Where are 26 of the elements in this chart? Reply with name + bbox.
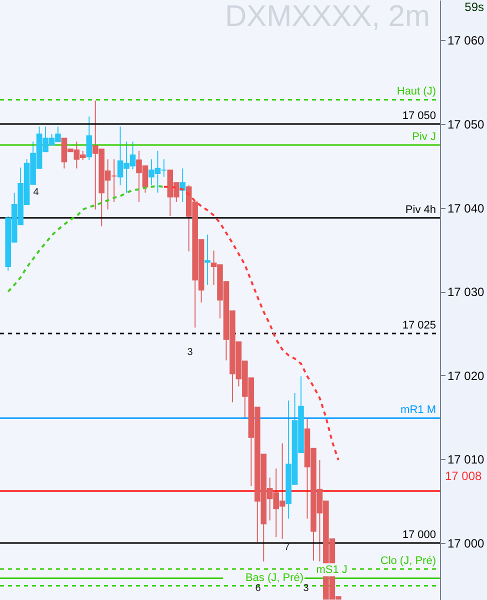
annotation: 4 xyxy=(33,187,40,198)
y-tick-label: 17 040 xyxy=(448,201,485,216)
annotation: 6 xyxy=(255,583,262,594)
y-tick-label: 17 050 xyxy=(448,118,485,132)
annotation: 7 xyxy=(284,542,290,553)
y-tick-label: 17 060 xyxy=(448,34,485,48)
text: 59s xyxy=(464,0,484,14)
y-tick-label: 17 030 xyxy=(448,285,485,300)
ref-line-label: Clo (J, Pré) xyxy=(380,554,436,567)
candlestick xyxy=(86,116,92,161)
y-tick-label: 17 020 xyxy=(448,368,485,383)
ref-line-label: mR1 M xyxy=(400,404,436,416)
ref-line-label: Piv 4h xyxy=(405,204,436,216)
text: 17 008 xyxy=(445,469,482,483)
annotation: 3 xyxy=(187,347,194,358)
annotation: 3 xyxy=(303,583,310,594)
ref-line-label: Bas (J, Pré) xyxy=(245,572,304,584)
ref-line-label: 17 000 xyxy=(402,529,436,542)
candlestick xyxy=(204,234,210,286)
ref-line-label: Haut (J) xyxy=(396,86,436,98)
y-tick-label: 17 010 xyxy=(448,452,485,467)
ref-line-label: 17 025 xyxy=(402,320,436,332)
ref-line-label: 17 050 xyxy=(402,110,436,122)
ref-line-label: Piv J xyxy=(412,130,436,143)
ref-line-label: mS1 J xyxy=(316,564,348,576)
y-tick-label: 17 000 xyxy=(448,536,485,551)
